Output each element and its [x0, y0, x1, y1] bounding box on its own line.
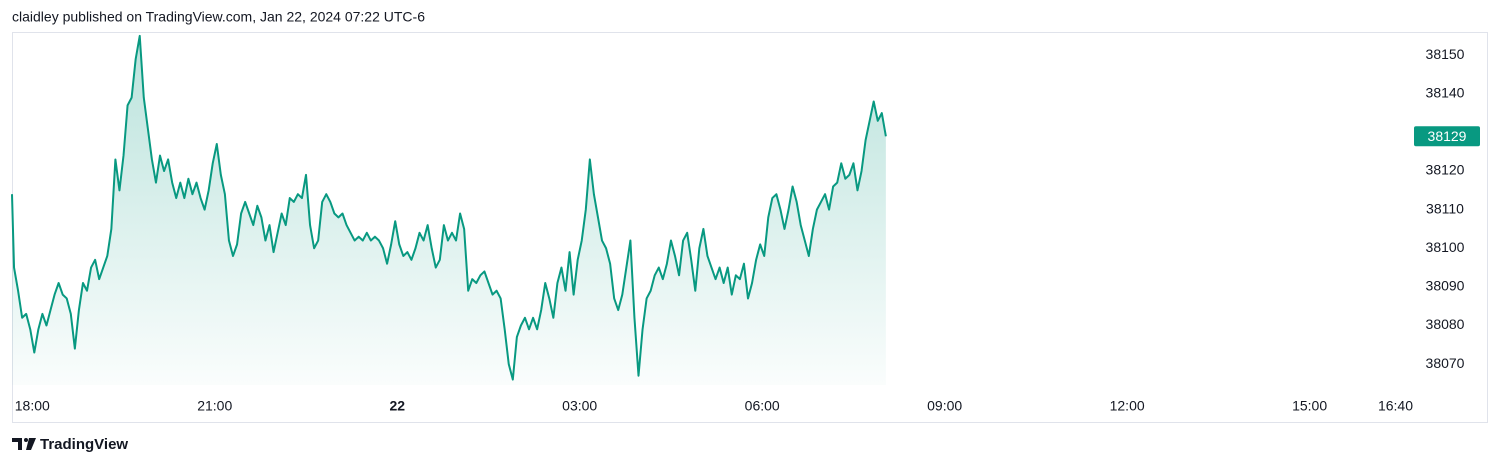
source-brand: TradingView	[40, 436, 128, 453]
y-tick-label: 38090	[1426, 278, 1465, 294]
y-tick-label: 38080	[1426, 316, 1465, 332]
price-line	[11, 34, 887, 381]
x-tick-label: 18:00	[15, 398, 50, 414]
y-tick-label: 38150	[1426, 46, 1465, 62]
x-tick-label: 12:00	[1110, 398, 1145, 414]
x-tick-label: 03:00	[562, 398, 597, 414]
y-tick-label: 38070	[1426, 355, 1465, 371]
x-tick-label: 15:00	[1292, 398, 1327, 414]
x-tick-label: 06:00	[745, 398, 780, 414]
x-tick-label: 09:00	[927, 398, 962, 414]
y-tick-label: 38140	[1426, 84, 1465, 100]
tradingview-logo	[12, 438, 36, 450]
y-tick-label: 38120	[1426, 162, 1465, 178]
x-tick-label: 16:40	[1378, 398, 1413, 414]
y-tick-label: 38100	[1426, 239, 1465, 255]
x-tick-label: 22	[389, 398, 405, 414]
last-price-label: 38129	[1428, 128, 1467, 144]
area-fill	[12, 35, 886, 386]
x-tick-label: 21:00	[197, 398, 232, 414]
last-price-badge	[1414, 126, 1480, 147]
chart-title: claidley published on TradingView.com, J…	[12, 9, 425, 25]
y-tick-label: 38110	[1426, 200, 1464, 216]
